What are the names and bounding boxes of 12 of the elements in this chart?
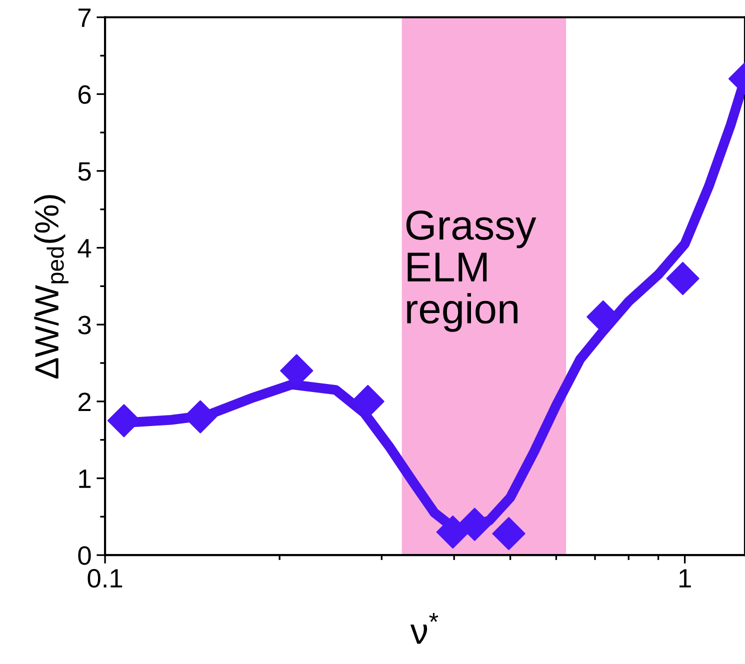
- y-tick-label: 2: [78, 392, 91, 411]
- y-tick-label: 4: [78, 239, 92, 258]
- y-tick-label: 5: [78, 162, 91, 181]
- y-tick-label: 7: [78, 8, 91, 27]
- x-axis-title: ν$^{*}$: [410, 613, 438, 644]
- y-tick-label: 0: [78, 546, 91, 565]
- y-axis-title: ΔW/W$_{ped}$(%): [34, 195, 68, 379]
- y-tick-label: 6: [78, 85, 91, 104]
- x-tick-label: 0.1: [88, 568, 122, 588]
- band-label: Grassy ELM region: [406, 210, 536, 332]
- y-tick-label: 1: [79, 470, 91, 488]
- y-tick-label: 3: [78, 316, 91, 334]
